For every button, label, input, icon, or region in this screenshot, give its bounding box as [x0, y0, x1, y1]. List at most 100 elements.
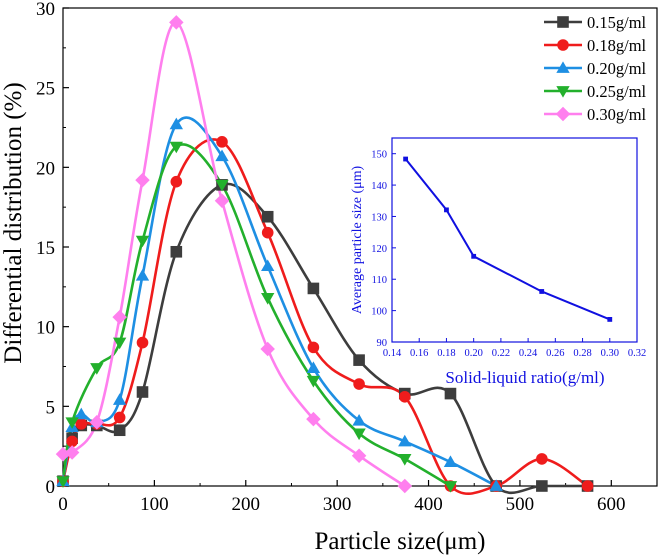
- inset-data-point: [444, 207, 449, 213]
- inset-data-point: [607, 317, 613, 322]
- main-data-point: [352, 428, 366, 441]
- main-data-point: [261, 226, 274, 239]
- main-data-point: [136, 386, 149, 398]
- main-y-tick-label: 25: [36, 79, 55, 100]
- inset-x-tick-label: 0.20: [464, 348, 482, 359]
- main-data-point: [170, 245, 183, 258]
- inset-x-tick-label: 0.22: [492, 348, 510, 359]
- inset-y-tick-label: 120: [371, 244, 387, 255]
- main-y-tick-label: 5: [46, 397, 56, 418]
- main-x-axis: 0 100 200 300 400 500 600: [58, 480, 626, 515]
- main-data-point: [89, 415, 105, 430]
- main-data-point: [56, 476, 70, 488]
- legend-label: 0.18g/ml: [587, 36, 647, 55]
- inset-y-axis-title: Average particle size (μm): [350, 166, 365, 315]
- main-y-axis-title: Differential distribution (%): [0, 82, 27, 363]
- main-data-point: [443, 481, 458, 493]
- legend-label: 0.15g/ml: [587, 13, 647, 32]
- main-data-point: [136, 336, 149, 349]
- main-data-point: [260, 341, 275, 357]
- main-data-point: [536, 480, 548, 492]
- main-series-markers: [55, 15, 594, 494]
- main-data-point: [135, 235, 150, 248]
- main-y-tick-label: 10: [36, 318, 55, 339]
- main-data-point: [261, 293, 275, 305]
- legend: 0.15g/ml 0.18g/ml 0.20g/ml 0.25g/ml 0.30g/ml: [544, 13, 647, 124]
- legend-marker: [557, 16, 569, 28]
- inset-series-group: [403, 156, 613, 322]
- main-data-point: [397, 478, 413, 494]
- main-x-tick-label: 300: [323, 494, 352, 515]
- legend-marker: [555, 106, 571, 122]
- main-x-tick-label: 600: [597, 494, 626, 515]
- main-y-axis: 0 5 10 15 20 25 30: [36, 0, 69, 498]
- main-y-tick-label: 20: [36, 158, 55, 179]
- legend-marker: [557, 39, 569, 51]
- main-data-point: [66, 435, 78, 448]
- main-data-point: [353, 378, 365, 390]
- main-y-tick-label: 0: [46, 477, 56, 498]
- inset-y-tick-label: 130: [371, 212, 387, 223]
- main-data-point: [352, 414, 366, 426]
- main-data-point: [74, 407, 88, 420]
- inset-data-point: [403, 156, 409, 162]
- main-data-point: [307, 341, 320, 354]
- main-data-point: [135, 269, 150, 281]
- main-data-point: [169, 15, 184, 30]
- main-data-point: [261, 210, 274, 223]
- main-data-point: [215, 149, 229, 162]
- main-data-point: [261, 259, 275, 272]
- main-y-tick-label: 15: [36, 238, 55, 259]
- main-data-point: [135, 172, 150, 188]
- main-data-point: [351, 448, 367, 463]
- main-x-tick-label: 100: [140, 494, 169, 515]
- inset-y-tick-label: 140: [371, 181, 387, 192]
- inset-x-axis: 0.14 0.16 0.18 0.20 0.22 0.24 0.26 0.28 0.30 0.32: [383, 338, 646, 359]
- legend-marker: [556, 86, 570, 98]
- inset-x-tick-label: 0.32: [628, 348, 646, 359]
- main-x-tick-label: 400: [414, 494, 443, 515]
- main-x-tick-label: 500: [506, 494, 535, 515]
- main-data-point: [306, 411, 321, 427]
- main-data-point: [170, 175, 183, 188]
- main-data-point: [536, 453, 548, 465]
- inset-x-axis-title: Solid-liquid ratio(g/ml): [445, 368, 604, 387]
- inset-y-tick-label: 150: [371, 150, 387, 161]
- inset-x-tick-label: 0.16: [410, 348, 428, 359]
- inset-x-tick-label: 0.18: [437, 348, 455, 359]
- main-data-point: [353, 354, 365, 366]
- main-data-point: [306, 375, 321, 388]
- main-y-tick-label: 30: [36, 0, 55, 20]
- main-data-point: [112, 309, 127, 325]
- main-data-point: [215, 179, 229, 192]
- main-data-point: [112, 337, 127, 350]
- main-data-point: [444, 387, 457, 400]
- main-data-point: [169, 117, 183, 130]
- inset-plot-area: [391, 137, 638, 343]
- legend-marker: [556, 61, 570, 73]
- main-data-point: [443, 455, 458, 468]
- main-data-point: [398, 453, 412, 466]
- main-series-group: [55, 15, 594, 496]
- inset-y-tick-label: 110: [372, 275, 387, 286]
- legend-label: 0.30g/ml: [587, 105, 647, 124]
- main-data-point: [64, 445, 80, 460]
- main-data-point: [581, 480, 594, 492]
- inset-x-tick-label: 0.30: [601, 348, 619, 359]
- inset-x-tick-label: 0.24: [519, 348, 538, 359]
- main-data-point: [113, 411, 126, 424]
- main-data-point: [169, 141, 183, 154]
- main-data-point: [307, 282, 320, 295]
- main-data-point: [489, 479, 503, 491]
- inset-x-tick-label: 0.14: [383, 348, 402, 359]
- inset-y-axis: 90 100 110 120 130 140 150: [371, 150, 396, 349]
- legend-label: 0.20g/ml: [587, 59, 647, 78]
- main-data-point: [113, 424, 126, 437]
- inset-data-point: [539, 289, 545, 294]
- main-data-point: [90, 363, 104, 375]
- inset-x-tick-label: 0.26: [546, 348, 564, 359]
- inset-y-tick-label: 100: [371, 307, 387, 318]
- inset-y-tick-label: 90: [377, 338, 388, 349]
- main-data-point: [112, 393, 127, 405]
